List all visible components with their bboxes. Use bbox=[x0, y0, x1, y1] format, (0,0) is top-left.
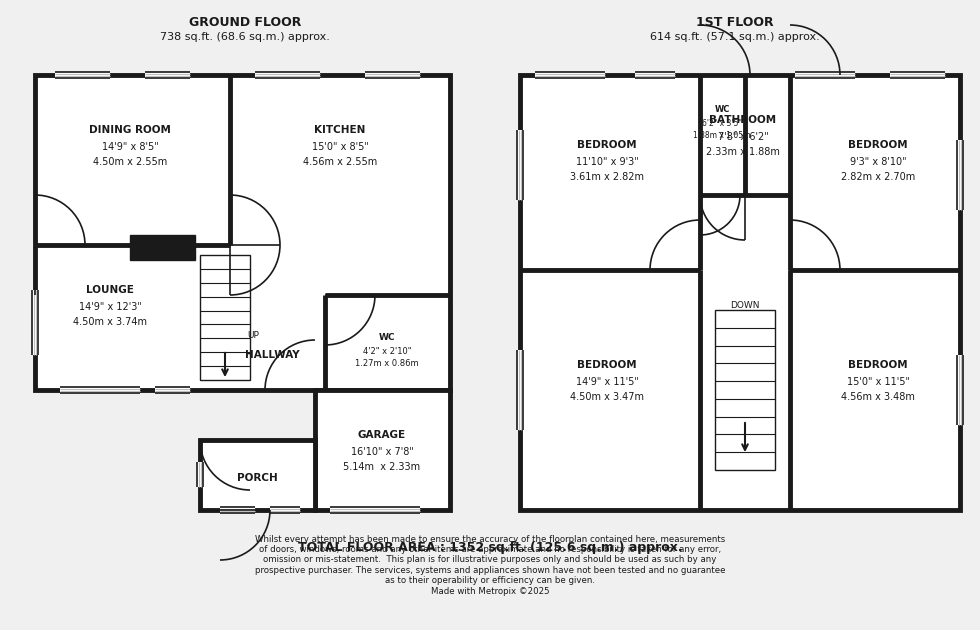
Bar bbox=[270, 507, 300, 513]
Text: LOUNGE: LOUNGE bbox=[86, 285, 134, 295]
Bar bbox=[220, 507, 255, 513]
Text: 738 sq.ft. (68.6 sq.m.) approx.: 738 sq.ft. (68.6 sq.m.) approx. bbox=[160, 32, 330, 42]
Text: 2.82m x 2.70m: 2.82m x 2.70m bbox=[841, 172, 915, 182]
Bar bbox=[32, 290, 38, 355]
Bar bbox=[957, 355, 963, 425]
Text: 9'3" x 8'10": 9'3" x 8'10" bbox=[850, 157, 906, 167]
Text: KITCHEN: KITCHEN bbox=[315, 125, 366, 135]
Text: WC: WC bbox=[714, 105, 730, 115]
Text: 1ST FLOOR: 1ST FLOOR bbox=[696, 16, 774, 28]
Text: 1.88m x 1.05m: 1.88m x 1.05m bbox=[693, 132, 751, 140]
Bar bbox=[517, 130, 523, 200]
Text: Whilst every attempt has been made to ensure the accuracy of the floorplan conta: Whilst every attempt has been made to en… bbox=[255, 534, 725, 595]
Text: BEDROOM: BEDROOM bbox=[848, 140, 907, 150]
Text: 15'0" x 11'5": 15'0" x 11'5" bbox=[847, 377, 909, 387]
Text: 5.14m  x 2.33m: 5.14m x 2.33m bbox=[343, 462, 420, 472]
Text: 14'9" x 11'5": 14'9" x 11'5" bbox=[575, 377, 638, 387]
Bar bbox=[145, 72, 190, 78]
Text: 14'9" x 12'3": 14'9" x 12'3" bbox=[78, 302, 141, 312]
Text: 11'10" x 9'3": 11'10" x 9'3" bbox=[575, 157, 638, 167]
Text: UP: UP bbox=[247, 331, 259, 340]
Text: GARAGE: GARAGE bbox=[358, 430, 406, 440]
Text: 15'0" x 8'5": 15'0" x 8'5" bbox=[312, 142, 368, 152]
Bar bbox=[55, 72, 110, 78]
Text: 4.50m x 2.55m: 4.50m x 2.55m bbox=[93, 157, 168, 167]
Bar bbox=[60, 387, 140, 393]
Bar bbox=[365, 72, 420, 78]
Text: 4.50m x 3.47m: 4.50m x 3.47m bbox=[570, 392, 644, 402]
Bar bbox=[155, 387, 190, 393]
Bar bbox=[197, 462, 203, 487]
Text: GROUND FLOOR: GROUND FLOOR bbox=[189, 16, 301, 28]
Text: BEDROOM: BEDROOM bbox=[577, 140, 637, 150]
Bar bbox=[130, 235, 195, 260]
Bar bbox=[35, 75, 450, 390]
Text: 6'2" x 3'5": 6'2" x 3'5" bbox=[702, 120, 742, 129]
Bar bbox=[200, 440, 315, 510]
Bar bbox=[520, 75, 960, 510]
Bar bbox=[957, 140, 963, 210]
Bar bbox=[535, 72, 605, 78]
Text: 4.50m x 3.74m: 4.50m x 3.74m bbox=[73, 317, 147, 327]
Bar bbox=[890, 72, 945, 78]
Text: 7'8" x 6'2": 7'8" x 6'2" bbox=[717, 132, 768, 142]
Text: 3.61m x 2.82m: 3.61m x 2.82m bbox=[570, 172, 644, 182]
Bar bbox=[200, 255, 250, 380]
Bar bbox=[635, 72, 675, 78]
Bar bbox=[255, 72, 320, 78]
Text: 14'9" x 8'5": 14'9" x 8'5" bbox=[102, 142, 159, 152]
Bar bbox=[315, 390, 450, 510]
Bar bbox=[330, 507, 420, 513]
Text: BATHROOM: BATHROOM bbox=[710, 115, 776, 125]
Text: BEDROOM: BEDROOM bbox=[577, 360, 637, 370]
Text: 16'10" x 7'8": 16'10" x 7'8" bbox=[351, 447, 414, 457]
Text: 2.33m x 1.88m: 2.33m x 1.88m bbox=[706, 147, 780, 157]
Text: 1.27m x 0.86m: 1.27m x 0.86m bbox=[355, 360, 418, 369]
Text: HALLWAY: HALLWAY bbox=[245, 350, 299, 360]
Text: PORCH: PORCH bbox=[236, 473, 277, 483]
Bar bbox=[517, 350, 523, 430]
Text: 4.56m x 2.55m: 4.56m x 2.55m bbox=[303, 157, 377, 167]
Text: TOTAL FLOOR AREA : 1352 sq.ft. (125.6 sq.m.) approx.: TOTAL FLOOR AREA : 1352 sq.ft. (125.6 sq… bbox=[298, 542, 682, 554]
Text: DINING ROOM: DINING ROOM bbox=[89, 125, 171, 135]
Text: 4.56m x 3.48m: 4.56m x 3.48m bbox=[841, 392, 915, 402]
Text: 4'2" x 2'10": 4'2" x 2'10" bbox=[363, 348, 412, 357]
Text: WC: WC bbox=[378, 333, 395, 343]
Bar bbox=[715, 310, 775, 470]
Text: 614 sq.ft. (57.1 sq.m.) approx.: 614 sq.ft. (57.1 sq.m.) approx. bbox=[650, 32, 820, 42]
Bar bbox=[795, 72, 855, 78]
Text: DOWN: DOWN bbox=[730, 301, 760, 309]
Text: BEDROOM: BEDROOM bbox=[848, 360, 907, 370]
